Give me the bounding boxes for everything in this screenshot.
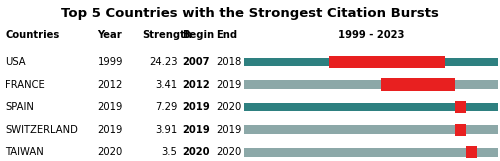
Text: 2018: 2018 <box>216 57 241 67</box>
Text: Begin: Begin <box>182 30 214 40</box>
Bar <box>244 80 498 89</box>
Bar <box>466 146 477 158</box>
Text: 1999: 1999 <box>98 57 123 67</box>
Text: 2012: 2012 <box>182 80 210 90</box>
Text: 3.5: 3.5 <box>162 147 178 157</box>
Bar <box>244 103 498 111</box>
Text: 2012: 2012 <box>98 80 123 90</box>
Text: 2019: 2019 <box>98 125 123 135</box>
Text: 3.91: 3.91 <box>155 125 178 135</box>
Text: USA: USA <box>5 57 25 67</box>
Text: 2019: 2019 <box>216 125 242 135</box>
Text: 2020: 2020 <box>182 147 210 157</box>
Text: 2020: 2020 <box>98 147 123 157</box>
Text: Top 5 Countries with the Strongest Citation Bursts: Top 5 Countries with the Strongest Citat… <box>61 7 439 20</box>
Text: 7.29: 7.29 <box>155 102 178 112</box>
Text: 2019: 2019 <box>98 102 123 112</box>
Bar <box>244 57 498 66</box>
Text: End: End <box>216 30 237 40</box>
Text: 3.41: 3.41 <box>156 80 178 90</box>
Text: Strength: Strength <box>142 30 192 40</box>
Text: 2020: 2020 <box>216 102 241 112</box>
Text: FRANCE: FRANCE <box>5 80 45 90</box>
Text: SPAIN: SPAIN <box>5 102 34 112</box>
Text: Year: Year <box>98 30 122 40</box>
Bar <box>456 101 466 113</box>
Text: Countries: Countries <box>5 30 60 40</box>
Bar <box>456 124 466 136</box>
Text: 24.23: 24.23 <box>149 57 178 67</box>
Text: 2019: 2019 <box>182 102 210 112</box>
Bar <box>328 56 444 68</box>
Bar <box>382 79 456 90</box>
Text: 2019: 2019 <box>216 80 242 90</box>
Text: 2019: 2019 <box>182 125 210 135</box>
Text: SWITZERLAND: SWITZERLAND <box>5 125 78 135</box>
Text: 2020: 2020 <box>216 147 241 157</box>
Bar <box>244 125 498 134</box>
Text: 1999 - 2023: 1999 - 2023 <box>338 30 404 40</box>
Bar <box>244 148 498 156</box>
Text: 2007: 2007 <box>182 57 210 67</box>
Text: TAIWAN: TAIWAN <box>5 147 44 157</box>
